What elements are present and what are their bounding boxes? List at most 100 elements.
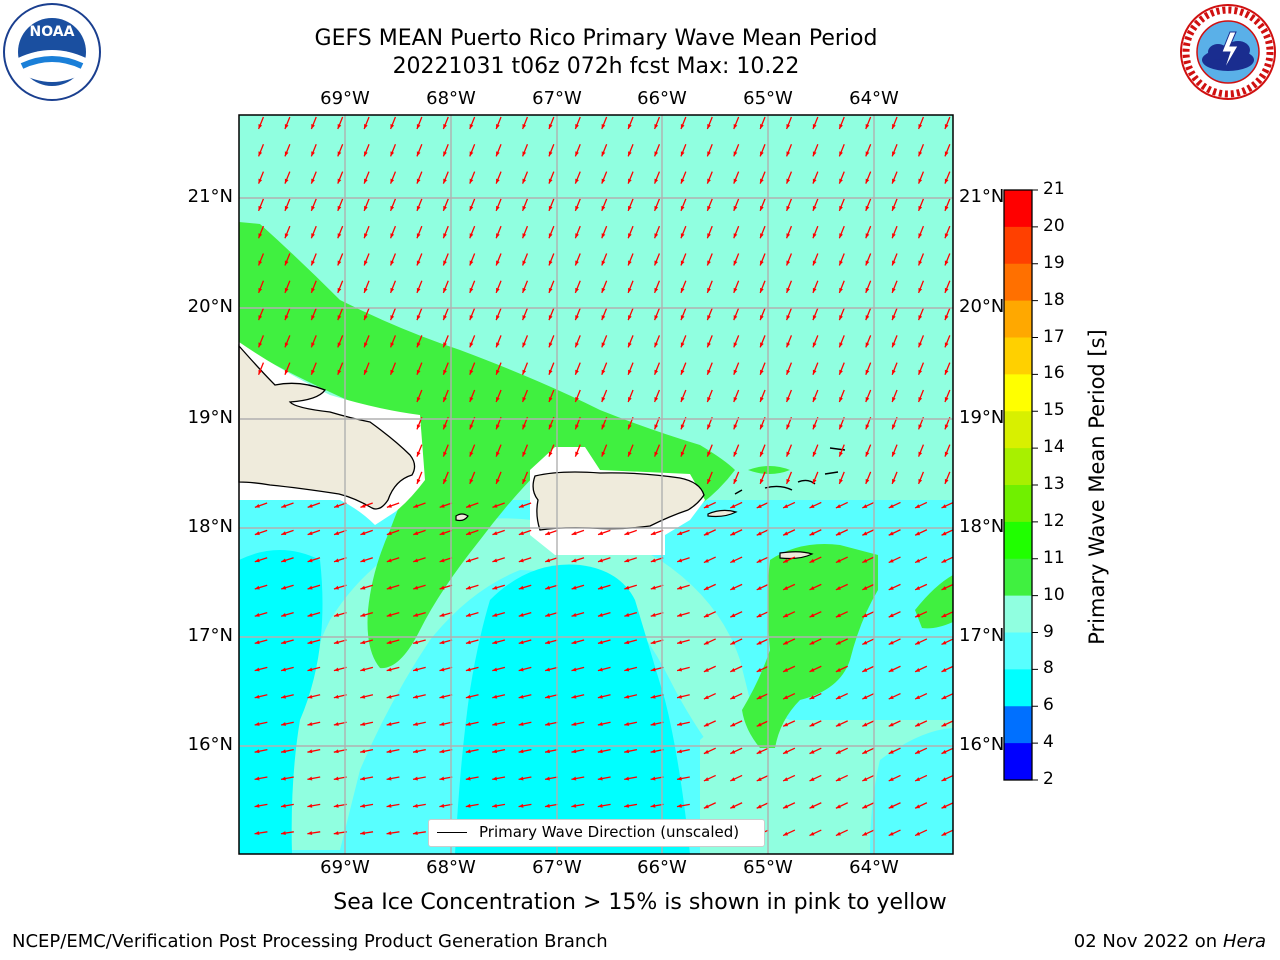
direction-arrow-head xyxy=(597,585,603,590)
direction-arrow-head xyxy=(888,749,894,754)
direction-arrow-head xyxy=(416,205,421,211)
direction-arrow-head xyxy=(443,287,447,293)
direction-arrow-head xyxy=(545,667,551,672)
direction-arrow-head xyxy=(839,478,843,484)
direction-arrow-head xyxy=(416,342,421,348)
direction-arrow-head xyxy=(522,342,527,348)
direction-arrow-head xyxy=(892,205,896,211)
direction-arrow-head xyxy=(386,776,392,781)
direction-arrow-head xyxy=(650,667,656,672)
direction-arrow-head xyxy=(707,424,711,430)
direction-arrow-head xyxy=(677,667,683,672)
direction-arrow-head xyxy=(835,749,841,754)
direction-arrow-head xyxy=(571,640,577,645)
direction-arrow-head xyxy=(733,397,738,403)
direction-arrow-head xyxy=(756,531,762,536)
direction-arrow-head xyxy=(650,640,656,645)
direction-arrow-head xyxy=(465,722,471,726)
direction-arrow-head xyxy=(733,369,738,375)
direction-arrow-head xyxy=(469,205,474,211)
direction-arrow-head xyxy=(571,776,577,781)
direction-arrow-head xyxy=(469,178,474,184)
direction-arrow-head xyxy=(888,695,894,700)
direction-arrow-head xyxy=(443,315,447,321)
direction-arrow-head xyxy=(760,151,764,157)
direction-arrow-head xyxy=(281,667,287,672)
direction-arrow-head xyxy=(944,151,949,157)
direction-arrow-head xyxy=(258,205,263,211)
direction-arrow-head xyxy=(254,613,260,617)
direction-arrow-head xyxy=(545,722,550,726)
direction-arrow-head xyxy=(386,504,392,508)
colorbar-tick-label: 8 xyxy=(1043,658,1054,679)
lon-label-bottom: 68°W xyxy=(426,857,476,878)
direction-arrow-head xyxy=(518,613,524,617)
direction-arrow-head xyxy=(575,451,579,457)
direction-arrow-head xyxy=(492,722,498,726)
direction-arrow-head xyxy=(707,342,711,348)
direction-arrow-head xyxy=(677,640,683,645)
direction-arrow-head xyxy=(496,287,500,293)
direction-arrow-head xyxy=(465,667,471,672)
direction-arrow-head xyxy=(918,260,923,266)
direction-arrow-head xyxy=(918,397,923,403)
direction-arrow-head xyxy=(360,640,366,645)
direction-arrow-head xyxy=(707,260,711,266)
direction-arrow-head xyxy=(760,342,764,348)
direction-arrow-head xyxy=(918,124,923,130)
direction-arrow-head xyxy=(862,558,868,563)
direction-arrow-head xyxy=(733,342,738,348)
colorbar-segment xyxy=(1004,706,1032,744)
direction-arrow-head xyxy=(786,233,791,239)
direction-arrow-head xyxy=(575,424,579,430)
direction-arrow-head xyxy=(783,640,789,645)
direction-arrow-head xyxy=(809,777,815,781)
footer-date: 02 Nov 2022 on Hera xyxy=(1074,931,1266,952)
direction-arrow-head xyxy=(522,151,527,157)
direction-arrow-head xyxy=(628,424,632,430)
lat-label-left: 19°N xyxy=(187,407,233,428)
direction-arrow-head xyxy=(915,749,921,754)
direction-arrow-head xyxy=(390,233,395,239)
direction-arrow-head xyxy=(416,478,421,484)
direction-arrow-head xyxy=(624,803,630,808)
direction-arrow-head xyxy=(601,151,606,157)
direction-arrow-head xyxy=(918,451,923,457)
direction-arrow-head xyxy=(809,586,815,590)
direction-arrow-head xyxy=(337,260,342,266)
direction-arrow-head xyxy=(865,124,870,130)
direction-arrow-head xyxy=(307,585,313,590)
direction-arrow-head xyxy=(786,342,791,348)
direction-arrow-head xyxy=(469,397,474,403)
direction-arrow-head xyxy=(703,668,709,672)
direction-arrow-head xyxy=(707,451,711,457)
direction-arrow-head xyxy=(918,151,923,157)
direction-arrow-head xyxy=(812,342,817,348)
direction-arrow-head xyxy=(915,804,921,809)
direction-arrow-head xyxy=(337,287,342,293)
direction-arrow-head xyxy=(443,260,447,266)
direction-arrow-head xyxy=(386,585,392,590)
direction-arrow-head xyxy=(360,558,366,563)
direction-arrow-head xyxy=(518,531,524,535)
direction-arrow-head xyxy=(918,287,923,293)
direction-arrow-head xyxy=(575,397,579,403)
direction-arrow-head xyxy=(680,124,685,130)
direction-arrow-head xyxy=(364,315,368,321)
direction-arrow-head xyxy=(944,451,949,457)
direction-arrow-head xyxy=(654,178,659,184)
direction-arrow-head xyxy=(812,124,817,130)
direction-arrow-head xyxy=(522,478,527,484)
lat-label-right: 17°N xyxy=(959,625,1005,646)
direction-arrow-head xyxy=(364,342,368,348)
direction-arrow-head xyxy=(575,151,579,157)
direction-arrow-head xyxy=(941,804,947,809)
colorbar-segment xyxy=(1004,485,1032,523)
direction-arrow-head xyxy=(439,504,445,508)
direction-arrow-head xyxy=(496,233,500,239)
direction-arrow-head xyxy=(865,287,870,293)
colorbar-tick-label: 4 xyxy=(1043,732,1054,753)
direction-arrow-head xyxy=(756,558,762,563)
direction-arrow-head xyxy=(915,640,921,645)
direction-arrow-head xyxy=(944,124,949,130)
